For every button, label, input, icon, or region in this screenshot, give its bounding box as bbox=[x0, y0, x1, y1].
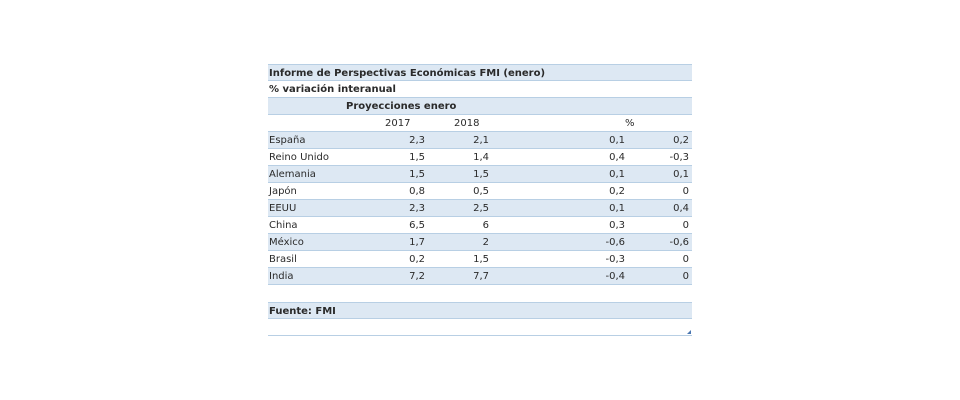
value-2018-cell: 1,4 bbox=[473, 152, 489, 163]
change-cell: 0,1 bbox=[609, 135, 625, 146]
value-2018-cell: 2 bbox=[482, 237, 489, 248]
country-cell: Reino Unido bbox=[269, 152, 329, 163]
value-2017-cell: 0,2 bbox=[409, 254, 425, 265]
country-cell: EEUU bbox=[269, 203, 297, 214]
value-2018-cell: 2,1 bbox=[473, 135, 489, 146]
group-header: Proyecciones enero bbox=[346, 101, 457, 112]
value-2017-cell: 7,2 bbox=[409, 271, 425, 282]
table-row: Alemania 1,5 1,5 0,1 0,1 bbox=[268, 166, 692, 183]
change-cell: -0,6 bbox=[605, 237, 625, 248]
table-row: España 2,3 2,1 0,1 0,2 bbox=[268, 132, 692, 149]
value-2018-cell: 1,5 bbox=[473, 254, 489, 265]
resize-handle-icon[interactable] bbox=[687, 330, 691, 334]
value-2018-cell: 7,7 bbox=[473, 271, 489, 282]
country-cell: Brasil bbox=[269, 254, 297, 265]
source-row: Fuente: FMI bbox=[268, 302, 692, 319]
change-cell: -0,3 bbox=[605, 254, 625, 265]
table-body: España 2,3 2,1 0,1 0,2 Reino Unido 1,5 1,4 0,4 -0… bbox=[268, 132, 692, 285]
change-second-cell: -0,6 bbox=[669, 237, 689, 248]
table-title-row: Informe de Perspectivas Económicas FMI (… bbox=[268, 64, 692, 81]
value-2017-cell: 0,8 bbox=[409, 186, 425, 197]
value-2017-cell: 1,5 bbox=[409, 152, 425, 163]
change-cell: -0,4 bbox=[605, 271, 625, 282]
value-2018-cell: 1,5 bbox=[473, 169, 489, 180]
change-second-cell: 0,4 bbox=[673, 203, 689, 214]
table-row: China 6,5 6 0,3 0 bbox=[268, 217, 692, 234]
change-second-cell: 0,2 bbox=[673, 135, 689, 146]
change-second-cell: 0 bbox=[682, 186, 689, 197]
value-2017-cell: 2,3 bbox=[409, 135, 425, 146]
change-cell: 0,4 bbox=[609, 152, 625, 163]
table-title: Informe de Perspectivas Económicas FMI (… bbox=[269, 68, 546, 79]
table-row: Brasil 0,2 1,5 -0,3 0 bbox=[268, 251, 692, 268]
change-cell: 0,1 bbox=[609, 203, 625, 214]
change-cell: 0,3 bbox=[609, 220, 625, 231]
change-second-cell: -0,3 bbox=[669, 152, 689, 163]
column-header-2018: 2018 bbox=[454, 118, 480, 129]
table-row: Japón 0,8 0,5 0,2 0 bbox=[268, 183, 692, 200]
column-header-row: 2017 2018 % bbox=[268, 115, 692, 132]
spacer-row bbox=[268, 285, 692, 302]
country-cell: España bbox=[269, 135, 306, 146]
change-second-cell: 0 bbox=[682, 254, 689, 265]
change-cell: 0,1 bbox=[609, 169, 625, 180]
value-2018-cell: 6 bbox=[482, 220, 489, 231]
value-2018-cell: 0,5 bbox=[473, 186, 489, 197]
table-row: Reino Unido 1,5 1,4 0,4 -0,3 bbox=[268, 149, 692, 166]
table-subtitle-row: % variación interanual bbox=[268, 81, 692, 98]
country-cell: India bbox=[269, 271, 294, 282]
change-second-cell: 0,1 bbox=[673, 169, 689, 180]
country-cell: Japón bbox=[269, 186, 297, 197]
column-header-percent: % bbox=[625, 118, 635, 129]
value-2017-cell: 1,5 bbox=[409, 169, 425, 180]
source-note: Fuente: FMI bbox=[269, 306, 336, 317]
column-header-2017: 2017 bbox=[385, 118, 411, 129]
country-cell: México bbox=[269, 237, 304, 248]
table-subtitle: % variación interanual bbox=[269, 84, 396, 95]
table-row: México 1,7 2 -0,6 -0,6 bbox=[268, 234, 692, 251]
value-2017-cell: 1,7 bbox=[409, 237, 425, 248]
table-row: India 7,2 7,7 -0,4 0 bbox=[268, 268, 692, 285]
empty-footer-row bbox=[268, 319, 692, 336]
table-row: EEUU 2,3 2,5 0,1 0,4 bbox=[268, 200, 692, 217]
change-second-cell: 0 bbox=[682, 271, 689, 282]
data-table: Informe de Perspectivas Económicas FMI (… bbox=[268, 64, 692, 336]
value-2018-cell: 2,5 bbox=[473, 203, 489, 214]
country-cell: Alemania bbox=[269, 169, 316, 180]
value-2017-cell: 6,5 bbox=[409, 220, 425, 231]
change-second-cell: 0 bbox=[682, 220, 689, 231]
value-2017-cell: 2,3 bbox=[409, 203, 425, 214]
change-cell: 0,2 bbox=[609, 186, 625, 197]
country-cell: China bbox=[269, 220, 298, 231]
group-header-row: Proyecciones enero bbox=[268, 98, 692, 115]
